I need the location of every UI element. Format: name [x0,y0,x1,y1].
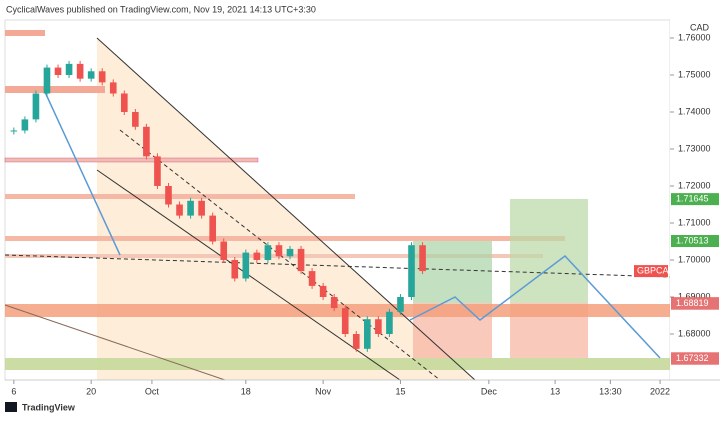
price-tag-label: 1.68819 [676,298,709,308]
candle [297,248,305,272]
candle [352,334,360,349]
price-tag [671,297,719,310]
long-target [413,241,492,303]
candle [10,130,18,132]
y-tick-label: 1.70000 [678,254,711,264]
price-tag [671,193,719,206]
candle [419,245,426,272]
x-tick-label: 15 [395,386,405,396]
zone [5,30,45,36]
candle [231,260,239,279]
candle [319,285,327,298]
candle [375,319,382,335]
x-tick-label: 13 [550,386,560,396]
zone [5,254,543,258]
x-tick-label: 13:30 [599,386,622,396]
x-tick-label: Oct [145,386,160,396]
candle [32,93,40,120]
candle [264,245,272,260]
symbol-label: GBPCAD [637,265,676,275]
candle [220,241,228,260]
candle [198,200,205,216]
candle [21,119,29,131]
projection [409,254,661,359]
candle [397,297,404,312]
y-tick-label: 1.73000 [678,143,711,153]
y-tick-label: 1.72000 [678,180,711,190]
zone [4,157,259,163]
y-tick-label: 1.68000 [678,328,711,338]
candle [408,245,415,298]
channel-line [96,37,476,381]
candle [386,311,393,335]
footer: TradingView [22,402,76,412]
candle [187,200,194,216]
candle [364,319,371,349]
candle [143,126,150,157]
trend-line [4,304,226,381]
header: CyclicalWaves published on TradingView.c… [6,4,316,14]
candle [65,63,73,75]
candle [209,215,216,242]
symbol-tag [634,265,668,278]
y-tick-label: 1.71000 [678,217,711,227]
candle [154,156,161,186]
zone [5,86,105,93]
candle [54,67,62,75]
candle [176,204,183,216]
x-tick-label: 2022 [650,386,670,396]
price-tag [671,352,719,365]
candle [341,308,349,335]
price-tag [671,235,719,248]
candle [253,252,261,260]
y-tick-label: 1.69000 [678,291,711,301]
candle [308,271,316,286]
x-tick-label: 18 [241,386,251,396]
zone [5,194,355,199]
price-tag-label: 1.71645 [676,194,709,204]
zone [5,236,565,241]
candle [165,185,172,205]
price-tag-label: 1.70513 [676,235,709,245]
candle [76,63,84,79]
candle [330,297,338,309]
zone [5,358,670,370]
currency: CAD [690,22,710,32]
candle [132,111,139,127]
candle [87,71,95,79]
candle [242,252,250,279]
candle [286,248,294,257]
candle [109,82,117,94]
x-tick-label: 20 [86,386,96,396]
y-tick-label: 1.75000 [678,69,711,79]
neckline [4,254,671,278]
candle [43,67,51,94]
candle [98,71,106,83]
long-target [510,199,588,303]
y-tick-label: 1.74000 [678,106,711,116]
x-tick-label: 6 [11,386,16,396]
price-tag-label: 1.67332 [676,353,709,363]
logo [5,402,17,412]
candle [120,93,128,112]
zone [5,304,670,317]
x-tick-label: Nov [315,386,332,396]
y-tick-label: 1.76000 [678,32,711,42]
x-tick-label: Dec [481,386,498,396]
projection [44,91,121,256]
candle [275,245,283,257]
